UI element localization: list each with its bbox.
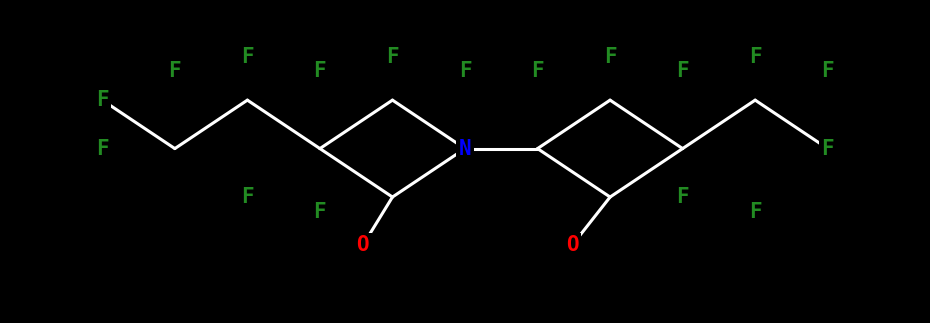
Text: F: F <box>386 47 399 67</box>
Text: F: F <box>749 47 762 67</box>
Text: F: F <box>821 61 834 81</box>
Text: F: F <box>458 61 472 81</box>
Text: N: N <box>458 139 472 159</box>
Text: F: F <box>313 61 326 81</box>
Text: F: F <box>168 61 181 81</box>
Text: F: F <box>458 61 472 81</box>
Text: F: F <box>749 202 762 222</box>
Text: F: F <box>241 187 254 207</box>
Text: F: F <box>676 61 689 81</box>
Text: F: F <box>96 139 109 159</box>
Text: F: F <box>821 139 834 159</box>
Text: F: F <box>604 47 617 67</box>
Text: F: F <box>313 202 326 222</box>
Text: F: F <box>241 47 254 67</box>
Text: O: O <box>565 235 578 255</box>
Text: F: F <box>96 90 109 110</box>
Text: O: O <box>356 235 369 255</box>
Text: F: F <box>531 61 544 81</box>
Text: F: F <box>676 187 689 207</box>
